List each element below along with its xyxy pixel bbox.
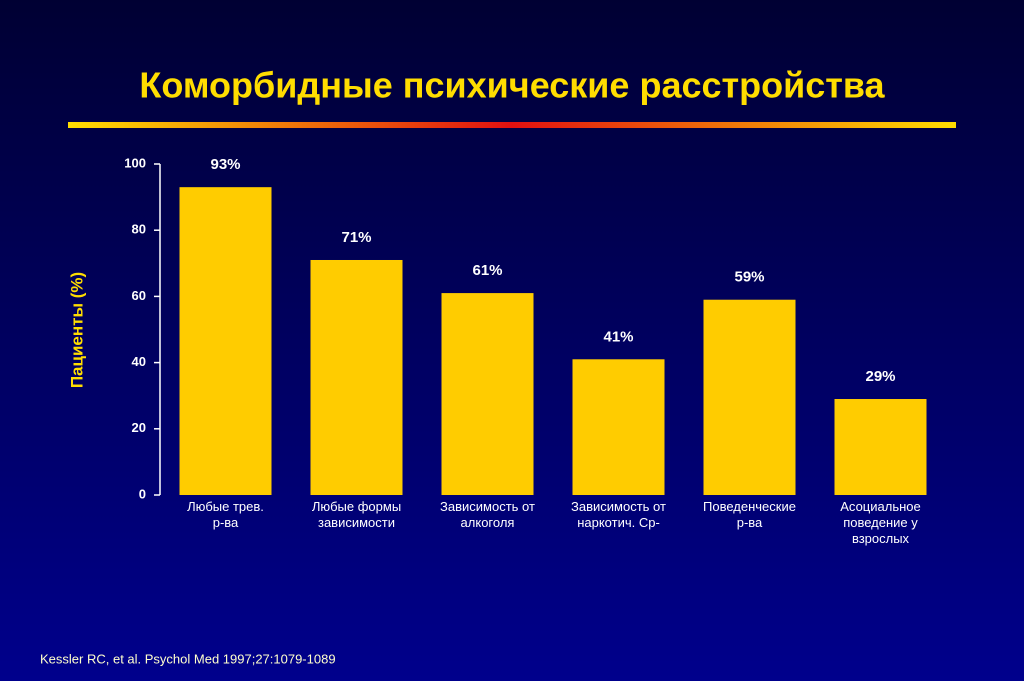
y-axis-label: Пациенты (%) <box>67 272 86 388</box>
y-tick-label: 0 <box>139 486 146 501</box>
x-tick-label: Зависимость от алкоголя <box>440 499 535 530</box>
x-tick-label: Любые формы зависимости <box>311 499 402 530</box>
bar <box>310 259 403 495</box>
footnote: Kessler RC, et al. Psychol Med 1997;27:1… <box>40 651 336 666</box>
x-tick-label-box: Любые трев. р-ва <box>187 499 264 530</box>
y-tick-label: 20 <box>132 420 146 435</box>
x-tick-label-box: Асоциальное поведение у взрослых <box>840 499 921 546</box>
chart-title: Коморбидные психические расстройства <box>139 65 885 106</box>
title-rule <box>68 122 956 128</box>
bar <box>834 399 927 495</box>
y-tick-label: 40 <box>132 354 146 369</box>
x-tick-label: Поведенческие р-ва <box>703 499 796 530</box>
value-label: 71% <box>341 229 371 246</box>
x-tick-label-box: Поведенческие р-ва <box>703 499 796 530</box>
bar <box>572 359 665 495</box>
x-tick-label: Любые трев. р-ва <box>187 499 264 530</box>
value-label: 29% <box>865 368 895 385</box>
value-label: 93% <box>210 156 240 173</box>
value-label: 59% <box>734 269 764 286</box>
bar <box>179 187 272 496</box>
y-tick-label: 60 <box>132 288 146 303</box>
y-tick-label: 80 <box>132 222 146 237</box>
value-label: 61% <box>472 262 502 279</box>
bar <box>703 299 796 495</box>
x-tick-label-box: Любые формы зависимости <box>311 499 402 530</box>
x-tick-label-box: Зависимость от наркотич. Ср- <box>571 499 666 530</box>
x-tick-label: Асоциальное поведение у взрослых <box>840 499 921 546</box>
value-label: 41% <box>603 328 633 345</box>
bar <box>441 293 534 495</box>
y-tick-label: 100 <box>124 155 146 170</box>
x-tick-label-box: Зависимость от алкоголя <box>440 499 535 530</box>
x-tick-label: Зависимость от наркотич. Ср- <box>571 499 666 530</box>
